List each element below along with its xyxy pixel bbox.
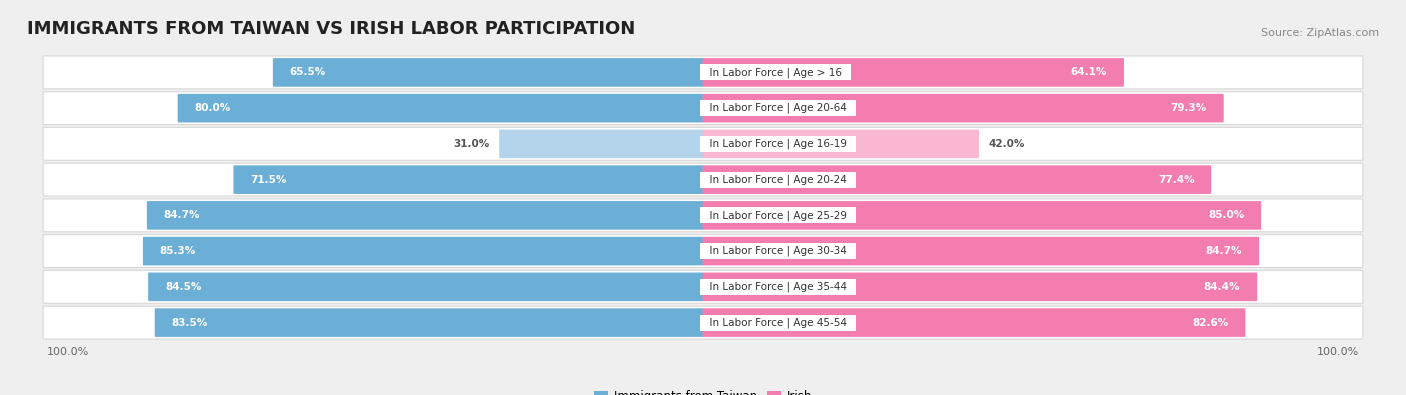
Text: 80.0%: 80.0% <box>194 103 231 113</box>
Text: 83.5%: 83.5% <box>172 318 208 327</box>
FancyBboxPatch shape <box>44 128 1362 160</box>
FancyBboxPatch shape <box>44 271 1362 303</box>
Text: In Labor Force | Age 20-64: In Labor Force | Age 20-64 <box>703 103 853 113</box>
Text: 64.1%: 64.1% <box>1071 68 1107 77</box>
Text: 85.3%: 85.3% <box>160 246 195 256</box>
FancyBboxPatch shape <box>44 56 1362 89</box>
Text: 84.7%: 84.7% <box>1206 246 1243 256</box>
Text: 77.4%: 77.4% <box>1157 175 1195 184</box>
Text: 84.7%: 84.7% <box>163 211 200 220</box>
FancyBboxPatch shape <box>703 273 1257 301</box>
Text: In Labor Force | Age 45-54: In Labor Force | Age 45-54 <box>703 317 853 328</box>
Text: 42.0%: 42.0% <box>988 139 1025 149</box>
Text: 84.5%: 84.5% <box>165 282 201 292</box>
Text: In Labor Force | Age > 16: In Labor Force | Age > 16 <box>703 67 848 78</box>
Text: 65.5%: 65.5% <box>290 68 326 77</box>
Text: 79.3%: 79.3% <box>1171 103 1206 113</box>
Text: Source: ZipAtlas.com: Source: ZipAtlas.com <box>1261 28 1379 38</box>
FancyBboxPatch shape <box>703 94 1223 122</box>
FancyBboxPatch shape <box>703 308 1246 337</box>
Text: In Labor Force | Age 35-44: In Labor Force | Age 35-44 <box>703 282 853 292</box>
FancyBboxPatch shape <box>44 235 1362 267</box>
FancyBboxPatch shape <box>499 130 703 158</box>
Text: 100.0%: 100.0% <box>1317 347 1360 357</box>
Text: 31.0%: 31.0% <box>454 139 489 149</box>
Text: In Labor Force | Age 30-34: In Labor Force | Age 30-34 <box>703 246 853 256</box>
FancyBboxPatch shape <box>703 130 979 158</box>
Text: 82.6%: 82.6% <box>1192 318 1229 327</box>
FancyBboxPatch shape <box>703 237 1260 265</box>
Text: 84.4%: 84.4% <box>1204 282 1240 292</box>
Text: In Labor Force | Age 16-19: In Labor Force | Age 16-19 <box>703 139 853 149</box>
Text: 71.5%: 71.5% <box>250 175 287 184</box>
Text: IMMIGRANTS FROM TAIWAN VS IRISH LABOR PARTICIPATION: IMMIGRANTS FROM TAIWAN VS IRISH LABOR PA… <box>27 21 636 38</box>
Text: 100.0%: 100.0% <box>46 347 89 357</box>
FancyBboxPatch shape <box>44 199 1362 232</box>
FancyBboxPatch shape <box>703 201 1261 229</box>
FancyBboxPatch shape <box>155 308 703 337</box>
FancyBboxPatch shape <box>44 92 1362 124</box>
FancyBboxPatch shape <box>703 58 1123 87</box>
Text: In Labor Force | Age 20-24: In Labor Force | Age 20-24 <box>703 174 853 185</box>
FancyBboxPatch shape <box>148 273 703 301</box>
FancyBboxPatch shape <box>273 58 703 87</box>
FancyBboxPatch shape <box>233 166 703 194</box>
Legend: Immigrants from Taiwan, Irish: Immigrants from Taiwan, Irish <box>589 385 817 395</box>
Text: 85.0%: 85.0% <box>1208 211 1244 220</box>
FancyBboxPatch shape <box>143 237 703 265</box>
FancyBboxPatch shape <box>177 94 703 122</box>
FancyBboxPatch shape <box>703 166 1211 194</box>
FancyBboxPatch shape <box>44 163 1362 196</box>
Text: In Labor Force | Age 25-29: In Labor Force | Age 25-29 <box>703 210 853 221</box>
FancyBboxPatch shape <box>146 201 703 229</box>
FancyBboxPatch shape <box>44 306 1362 339</box>
